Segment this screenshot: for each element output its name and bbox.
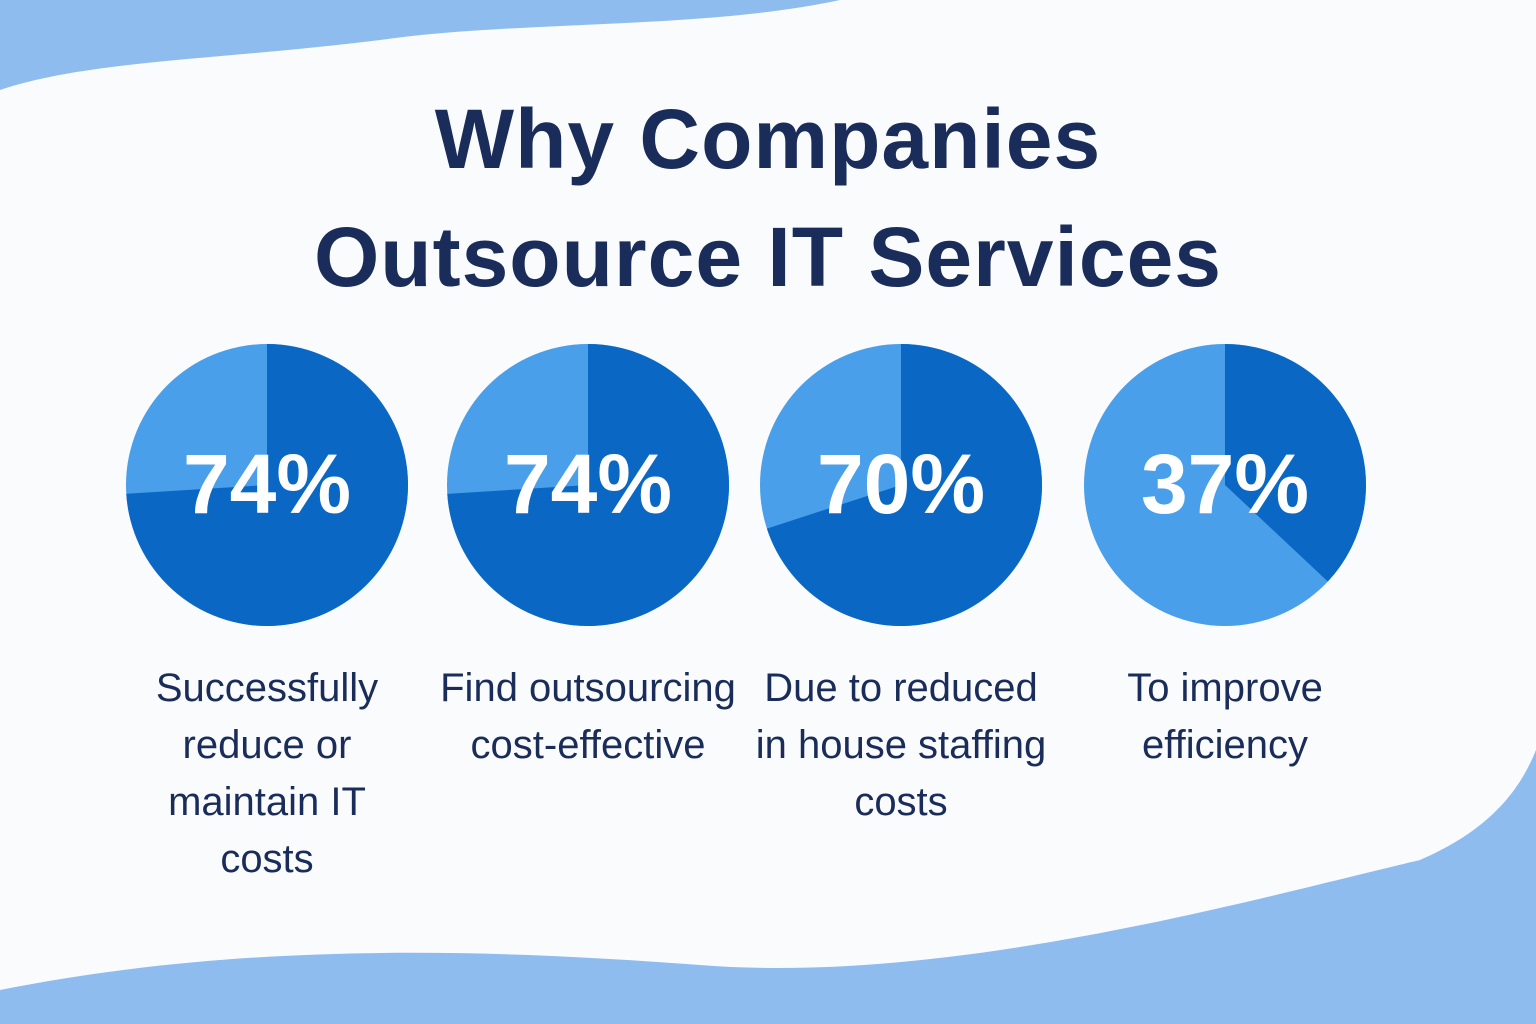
wave-bottom	[0, 750, 1536, 1024]
value-label: 70%	[817, 437, 985, 531]
pie-slice	[1225, 344, 1366, 582]
pie-slice	[766, 344, 1042, 626]
value-label: 74%	[183, 437, 351, 531]
caption: Due to reduced in house staffing costs	[755, 666, 1047, 824]
pie-slice	[447, 344, 729, 626]
caption: Successfully reduce or maintain IT costs	[155, 666, 379, 881]
value-label: 74%	[504, 437, 672, 531]
title: Why Companies Outsource IT Services	[313, 92, 1223, 304]
pie-slice	[126, 344, 408, 626]
wave-top	[0, 0, 840, 90]
caption: Find outsourcing cost-effective	[440, 666, 736, 767]
caption: To improve efficiency	[1127, 666, 1323, 767]
value-label: 37%	[1141, 437, 1309, 531]
